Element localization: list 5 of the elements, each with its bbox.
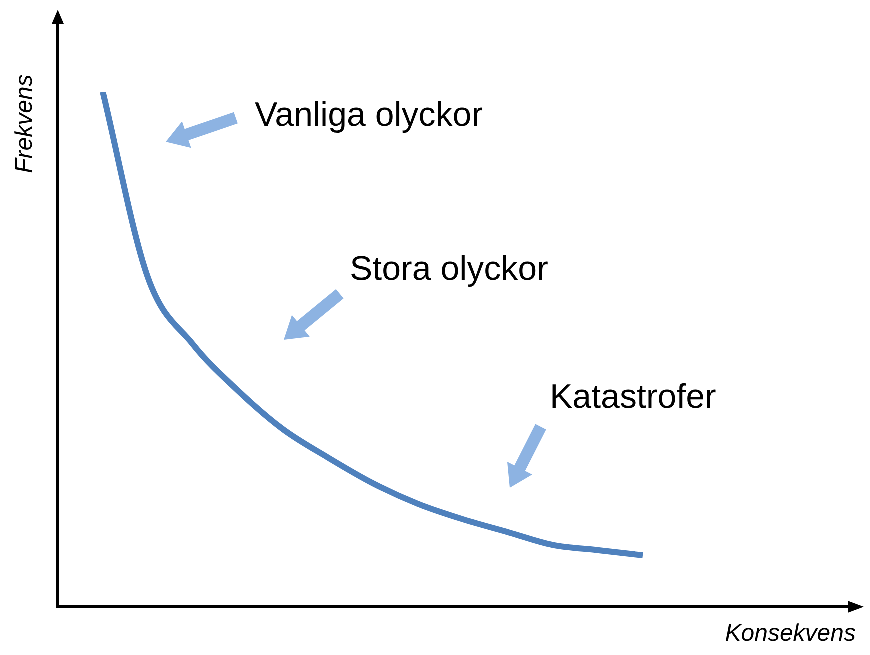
annotation: Stora olyckor: [350, 250, 548, 289]
annotation: Katastrofer: [550, 378, 716, 417]
y-axis-title: Frekvens: [11, 74, 39, 176]
annotation: Vanliga olyckor: [255, 96, 484, 135]
x-axis-title: Konsekvens: [725, 620, 856, 648]
